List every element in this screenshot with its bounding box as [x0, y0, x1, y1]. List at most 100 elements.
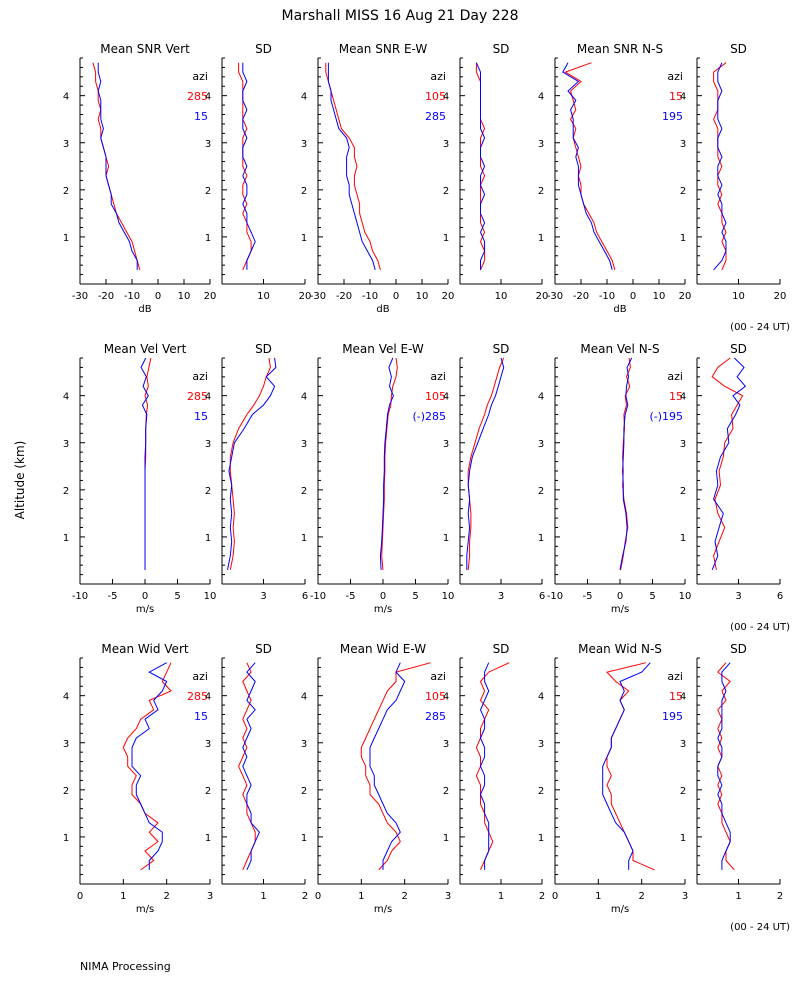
y-tick-label: 3	[63, 139, 69, 150]
time-range-label: (00 - 24 UT)	[730, 922, 790, 933]
x-tick-label: 6	[539, 591, 545, 602]
legend-heading: azi	[667, 70, 683, 83]
x-tick-label: 0	[617, 591, 623, 602]
series-line-blue	[562, 62, 613, 271]
y-tick-label: 2	[205, 786, 211, 797]
legend-series-red: 105	[425, 90, 446, 103]
series-line-red	[360, 662, 431, 871]
x-tick-label: 2	[638, 891, 644, 902]
panel-2-3: SD 1 2 3 4 1 2	[443, 642, 545, 902]
series-line-blue	[140, 357, 149, 570]
x-tick-label: -10	[124, 291, 140, 302]
x-tick-label: 0	[142, 591, 148, 602]
series-line-blue	[242, 62, 256, 270]
y-tick-label: 1	[443, 833, 449, 844]
panel-2-2: Mean Wid E-W 1 2 3 4 0 1 2 3 m/s azi 105 285	[301, 642, 451, 915]
x-tick-label: 10	[204, 591, 217, 602]
legend-series-blue: 285	[425, 110, 446, 123]
y-tick-label: 2	[205, 186, 211, 197]
x-tick-label: 0	[77, 891, 83, 902]
x-tick-label: 0	[315, 891, 321, 902]
legend-series-blue: 285	[425, 710, 446, 723]
y-tick-label: 4	[301, 692, 307, 703]
panel-title: Mean Wid E-W	[340, 642, 426, 656]
y-tick-label: 1	[301, 233, 307, 244]
y-tick-label: 3	[680, 739, 686, 750]
x-tick-label: 3	[207, 891, 213, 902]
y-tick-label: 4	[63, 692, 69, 703]
panel-2-1: SD 1 2 3 4 1 2	[205, 642, 308, 902]
panel-1-0: Mean Vel Vert 1 2 3 4 -10 -5 0 5 10 m/s azi 285 15	[63, 342, 217, 615]
series-line-red	[381, 357, 398, 570]
series-line-blue	[97, 62, 138, 270]
y-tick-label: 3	[680, 139, 686, 150]
x-tick-label: 5	[649, 591, 655, 602]
series-line-red	[238, 662, 256, 871]
y-tick-label: 4	[680, 392, 686, 403]
series-line-blue	[131, 662, 168, 870]
x-tick-label: 1	[260, 891, 266, 902]
panel-title: Mean Vel N-S	[580, 342, 659, 356]
y-tick-label: 4	[205, 692, 211, 703]
x-tick-label: 0	[630, 291, 636, 302]
legend-series-red: 15	[669, 90, 683, 103]
legend-series-blue: (-)285	[412, 410, 446, 423]
y-tick-label: 1	[63, 233, 69, 244]
x-tick-label: 1	[595, 891, 601, 902]
series-line-red	[713, 62, 727, 271]
y-tick-label: 3	[63, 439, 69, 450]
y-tick-label: 2	[538, 786, 544, 797]
panel-1-5: SD 1 2 3 4 3 6	[680, 342, 783, 602]
y-tick-label: 3	[443, 439, 449, 450]
series-line-red	[606, 662, 655, 871]
x-tick-label: 20	[774, 291, 787, 302]
y-tick-label: 3	[301, 139, 307, 150]
x-tick-label: 1	[120, 891, 126, 902]
panel-1-1: SD 1 2 3 4 3 6	[205, 342, 308, 602]
x-tick-label: 10	[495, 291, 508, 302]
y-tick-label: 3	[301, 439, 307, 450]
x-tick-label: 20	[299, 291, 312, 302]
x-tick-label: 1	[498, 891, 504, 902]
series-line-red	[238, 62, 252, 271]
series-line-blue	[717, 662, 731, 870]
panel-title: SD	[493, 642, 510, 656]
x-tick-label: 2	[163, 891, 169, 902]
y-tick-label: 1	[63, 533, 69, 544]
y-axis-title: Altitude (km)	[13, 441, 27, 520]
legend-series-red: 285	[187, 690, 208, 703]
x-axis-label: dB	[138, 304, 151, 315]
panel-title: Mean SNR Vert	[100, 42, 190, 56]
y-tick-label: 4	[680, 692, 686, 703]
y-tick-label: 3	[538, 439, 544, 450]
y-tick-label: 2	[538, 186, 544, 197]
legend-series-blue: 195	[662, 710, 683, 723]
figure-title: Marshall MISS 16 Aug 21 Day 228	[282, 8, 519, 24]
x-tick-label: -20	[98, 291, 114, 302]
legend-heading: azi	[430, 370, 446, 383]
series-line-blue	[379, 357, 394, 570]
x-axis-label: m/s	[611, 904, 629, 915]
series-line-blue	[619, 357, 633, 570]
y-tick-label: 1	[680, 833, 686, 844]
legend-series-blue: (-)195	[649, 410, 683, 423]
y-tick-label: 1	[538, 533, 544, 544]
series-line-blue	[711, 357, 747, 571]
legend-series-blue: 195	[662, 110, 683, 123]
y-tick-label: 2	[205, 486, 211, 497]
x-tick-label: 0	[380, 591, 386, 602]
x-tick-label: 10	[442, 591, 455, 602]
y-tick-label: 2	[680, 486, 686, 497]
series-line-red	[564, 62, 616, 271]
y-tick-label: 1	[680, 533, 686, 544]
x-tick-label: 0	[155, 291, 161, 302]
series-line-blue	[602, 662, 651, 870]
panel-0-5: SD 1 2 3 4 10 20	[680, 42, 787, 302]
x-tick-label: 10	[257, 291, 270, 302]
x-tick-label: 10	[653, 291, 666, 302]
x-tick-label: -10	[362, 291, 378, 302]
y-tick-label: 2	[538, 486, 544, 497]
y-tick-label: 1	[301, 833, 307, 844]
